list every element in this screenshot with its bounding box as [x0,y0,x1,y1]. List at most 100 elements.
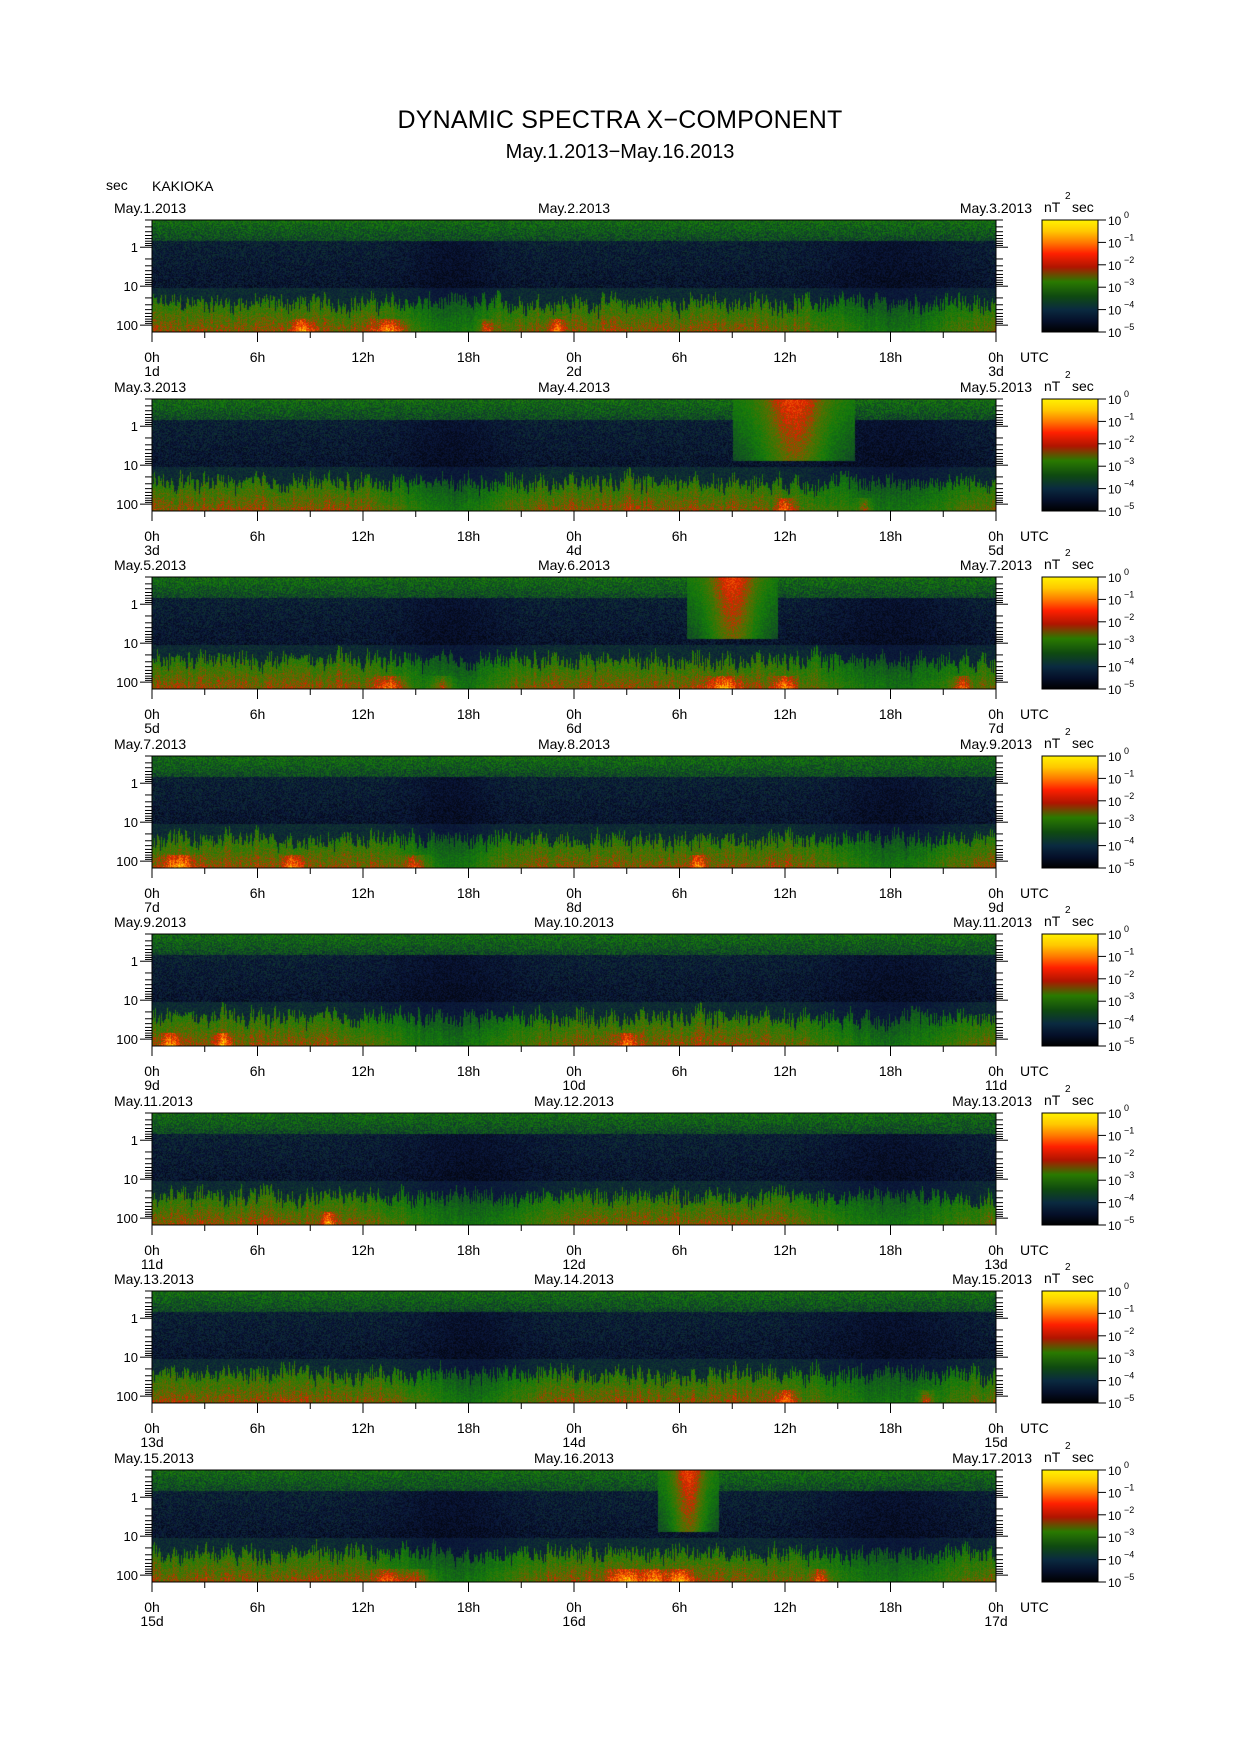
y-tick-label: 1 [131,419,138,434]
spectrogram-image [152,1470,996,1582]
colorbar-tick-label: 10 [1108,1197,1122,1211]
colorbar-tick-exp: −5 [1124,1036,1134,1046]
y-tick-label: 100 [116,497,138,512]
x-day-label: 15d [140,1613,164,1629]
x-hour-label: 0h [144,528,160,544]
x-day-label: 7d [988,720,1004,736]
colorbar-tick-label: 10 [1108,1152,1122,1166]
x-hour-label: 6h [671,706,688,722]
x-hour-label: 0h [144,1242,160,1258]
colorbar-tick-exp: −3 [1124,1170,1134,1180]
colorbar-tick-exp: 0 [1124,924,1129,934]
x-day-label: 13d [984,1256,1008,1272]
utc-label: UTC [1020,706,1049,722]
colorbar [1041,398,1099,512]
colorbar-tick-exp: −2 [1124,1148,1134,1158]
colorbar-tick-label: 10 [1108,862,1122,876]
panel-end-date: May.7.2013 [959,557,1032,573]
colorbar-unit-suffix: sec [1072,1449,1094,1465]
station-label: KAKIOKA [152,178,214,194]
colorbar-unit-exp: 2 [1065,548,1071,559]
x-hour-label: 6h [249,1063,266,1079]
colorbar-unit-exp: 2 [1065,1441,1071,1452]
x-hour-label: 0h [566,885,582,901]
colorbar-tick-exp: −3 [1124,277,1134,287]
colorbar-tick-label: 10 [1108,1397,1122,1411]
colorbar-tick-exp: −5 [1124,1215,1134,1225]
x-day-label: 12d [562,1256,586,1272]
colorbar-tick-label: 10 [1108,1554,1122,1568]
x-day-label: 2d [566,363,582,379]
colorbar-tick-label: 10 [1108,616,1122,630]
x-hour-label: 18h [878,1242,903,1258]
colorbar-tick-exp: 0 [1124,746,1129,756]
x-hour-label: 0h [988,1063,1004,1079]
colorbar-unit-exp: 2 [1065,370,1071,381]
colorbar-tick-label: 10 [1108,236,1122,250]
y-tick-label: 100 [116,854,138,869]
colorbar-tick-exp: −1 [1124,589,1134,599]
colorbar-tick-exp: −1 [1124,1482,1134,1492]
y-tick-label: 100 [116,1211,138,1226]
panel-mid-date: May.6.2013 [537,557,611,573]
colorbar-tick-exp: 0 [1124,1460,1129,1470]
colorbar-tick-exp: −4 [1124,1014,1134,1024]
x-hour-label: 18h [456,1242,481,1258]
colorbar-unit-suffix: sec [1072,378,1094,394]
colorbar-tick-exp: −4 [1124,1193,1134,1203]
chart-subtitle: May.1.2013−May.16.2013 [505,141,735,163]
colorbar-tick-exp: −5 [1124,501,1134,511]
colorbar-tick-exp: −5 [1124,679,1134,689]
panel-end-date: May.5.2013 [959,379,1032,395]
colorbar-tick-label: 10 [1108,1352,1122,1366]
x-hour-label: 12h [773,1242,797,1258]
colorbar-tick-label: 10 [1108,772,1122,786]
panel-mid-date: May.4.2013 [537,379,611,395]
colorbar-tick-label: 10 [1108,950,1122,964]
x-hour-label: 6h [249,1599,266,1615]
colorbar-tick-label: 10 [1108,438,1122,452]
x-day-label: 13d [140,1434,164,1450]
y-tick-label: 10 [124,815,138,830]
y-tick-label: 100 [116,675,138,690]
x-day-label: 5d [144,720,160,736]
colorbar-tick-label: 10 [1108,304,1122,318]
x-day-label: 17d [984,1613,1008,1629]
panel-end-date: May.17.2013 [952,1450,1032,1466]
x-hour-label: 12h [773,1420,797,1436]
colorbar-tick-exp: −2 [1124,612,1134,622]
panel-start-date: May.9.2013 [114,914,187,930]
colorbar-tick-exp: −4 [1124,657,1134,667]
colorbar-tick-exp: −3 [1124,456,1134,466]
colorbar-tick-label: 10 [1108,928,1122,942]
x-hour-label: 12h [773,885,797,901]
x-hour-label: 18h [456,528,481,544]
x-day-label: 6d [566,720,582,736]
colorbar-unit-base: nT [1044,1092,1061,1108]
x-hour-label: 12h [773,349,797,365]
x-hour-label: 12h [773,1063,797,1079]
colorbar-unit-suffix: sec [1072,1092,1094,1108]
x-hour-label: 0h [566,1599,582,1615]
colorbar-tick-label: 10 [1108,259,1122,273]
colorbar-tick-exp: −4 [1124,1371,1134,1381]
utc-label: UTC [1020,1063,1049,1079]
colorbar-tick-exp: −3 [1124,991,1134,1001]
x-day-label: 5d [988,542,1004,558]
utc-label: UTC [1020,885,1049,901]
panel-mid-date: May.12.2013 [534,1093,614,1109]
x-hour-label: 0h [144,349,160,365]
x-hour-label: 12h [351,1420,375,1436]
y-tick-label: 1 [131,954,138,969]
x-hour-label: 6h [671,1420,688,1436]
y-tick-label: 100 [116,1568,138,1583]
colorbar-tick-exp: −1 [1124,1303,1134,1313]
x-hour-label: 0h [566,1420,582,1436]
